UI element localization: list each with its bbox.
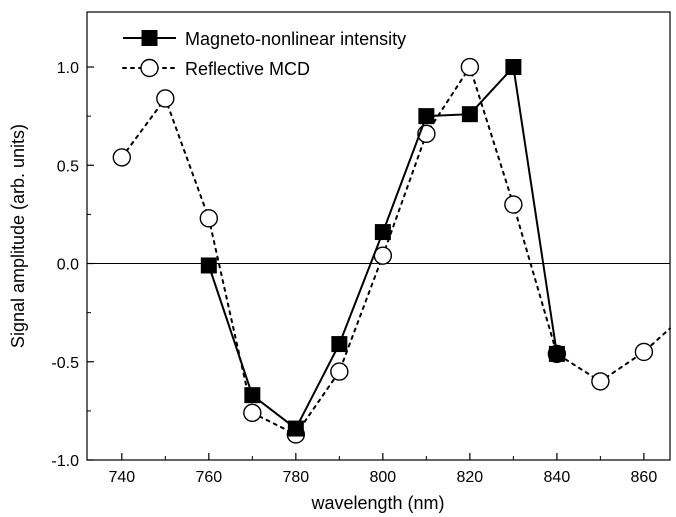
legend-label-mcd: Reflective MCD xyxy=(185,59,310,79)
data-point-circle xyxy=(634,342,654,362)
x-tick-label: 740 xyxy=(108,469,135,486)
x-tick-label: 840 xyxy=(544,469,571,486)
series-line-reflective-mcd xyxy=(120,64,671,436)
x-axis-title: wavelength (nm) xyxy=(310,493,444,513)
x-axis: 740 760 780 800 820 840 860 xyxy=(108,453,657,486)
data-point-circle xyxy=(504,195,523,214)
x-tick-label: 860 xyxy=(631,469,658,486)
plot-frame xyxy=(86,11,671,461)
series-group xyxy=(112,57,671,444)
data-point-circle xyxy=(243,403,262,423)
y-axis: -1.0 -0.5 0.0 0.5 1.0 xyxy=(51,60,94,470)
data-point-circle xyxy=(199,209,219,228)
x-tick-label: 800 xyxy=(369,469,396,486)
y-tick-label: 0.5 xyxy=(57,158,79,175)
data-point-square xyxy=(287,420,304,437)
data-point-square xyxy=(505,59,522,76)
data-point-square xyxy=(548,345,565,362)
x-tick-label: 760 xyxy=(195,469,222,486)
data-point-square xyxy=(200,257,217,274)
y-axis-title: Signal amplitude (arb. units) xyxy=(8,124,28,348)
y-tick-label: -1.0 xyxy=(51,453,79,470)
data-point-circle xyxy=(460,57,480,77)
legend-marker-square xyxy=(141,30,158,46)
data-point-circle xyxy=(112,148,132,167)
legend-marker-circle xyxy=(140,58,159,78)
data-point-square xyxy=(331,336,348,353)
y-tick-label: 1.0 xyxy=(57,60,79,77)
data-point-circle xyxy=(156,89,175,108)
data-point-circle xyxy=(591,372,610,391)
data-point-square xyxy=(244,387,261,404)
y-tick-label: -0.5 xyxy=(51,355,79,372)
y-tick-label: 0.0 xyxy=(57,257,79,274)
data-point-square xyxy=(418,108,435,125)
legend-label-magneto: Magneto-nonlinear intensity xyxy=(185,29,406,49)
data-point-circle xyxy=(330,362,349,381)
x-tick-label: 780 xyxy=(282,469,309,486)
data-point-square xyxy=(374,224,391,241)
x-tick-label: 820 xyxy=(457,469,484,486)
legend: Magneto-nonlinear intensity Reflective MC… xyxy=(122,29,406,79)
data-point-square xyxy=(461,106,478,123)
